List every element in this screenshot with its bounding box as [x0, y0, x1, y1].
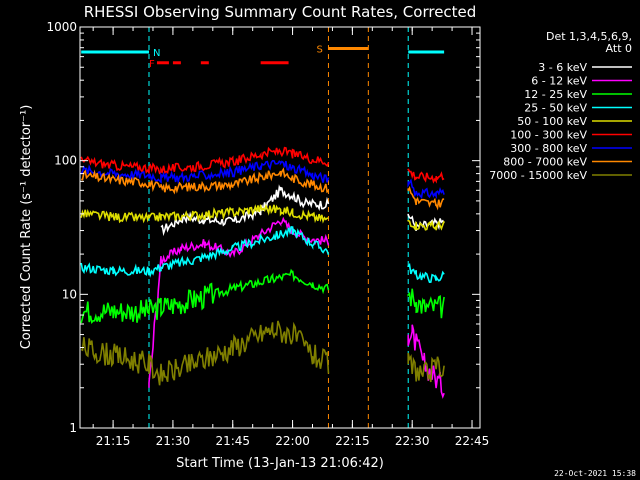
series-line-0: [160, 184, 445, 237]
x-tick-label-1: 21:30: [156, 434, 191, 448]
series-group: [80, 146, 445, 399]
legend-header-line-1: Det 1,3,4,5,6,9,: [546, 30, 632, 43]
legend-label-6: 300 - 800 keV: [510, 142, 587, 155]
annotation-label-3: S: [316, 45, 322, 56]
legend-label-5: 100 - 300 keV: [510, 129, 587, 142]
legend-label-4: 50 - 100 keV: [517, 115, 587, 128]
legend-label-1: 6 - 12 keV: [531, 75, 587, 88]
annotation-bars: NF S: [81, 45, 445, 70]
series-line-6: [80, 159, 445, 200]
legend-label-7: 800 - 7000 keV: [503, 156, 587, 169]
y-axis-label: Corrected Count Rate (s⁻¹ detector⁻¹): [19, 105, 34, 350]
series-line-8: [80, 320, 445, 386]
legend-header-line-2: Att 0: [606, 42, 632, 55]
date-stamp: 22-Oct-2021 15:38: [554, 469, 636, 478]
series-line-3: [80, 226, 445, 284]
y-tick-label-3: 1000: [46, 20, 77, 34]
annotation-label-0: N: [153, 48, 160, 59]
x-tick-label-5: 22:30: [395, 434, 430, 448]
y-tick-label-1: 10: [62, 287, 77, 301]
y-tick-label-0: 1: [69, 421, 77, 435]
series-line-1: [148, 216, 445, 399]
annotation-label-2: F: [149, 59, 155, 70]
x-tick-label-6: 22:45: [455, 434, 490, 448]
legend-label-0: 3 - 6 keV: [538, 61, 587, 74]
legend-label-8: 7000 - 15000 keV: [489, 169, 587, 182]
series-line-5: [80, 146, 445, 184]
y-tick-label-2: 100: [54, 154, 77, 168]
series-line-2: [80, 268, 445, 324]
x-tick-label-0: 21:15: [96, 434, 131, 448]
legend-label-3: 25 - 50 keV: [524, 102, 587, 115]
series-line-7: [81, 167, 445, 211]
x-tick-label-4: 22:15: [335, 434, 370, 448]
series-line-4: [80, 203, 445, 231]
x-axis-label: Start Time (13-Jan-13 21:06:42): [176, 456, 384, 471]
x-tick-label-3: 22:00: [275, 434, 310, 448]
axes: 1 10 100 1000 21:15 21:30 21:45 22:00 22:15 22:30…: [46, 20, 489, 448]
plot-frame: [79, 26, 481, 429]
x-tick-label-2: 21:45: [215, 434, 250, 448]
chart-title: RHESSI Observing Summary Count Rates, Co…: [84, 3, 477, 21]
legend-label-2: 12 - 25 keV: [524, 88, 587, 101]
